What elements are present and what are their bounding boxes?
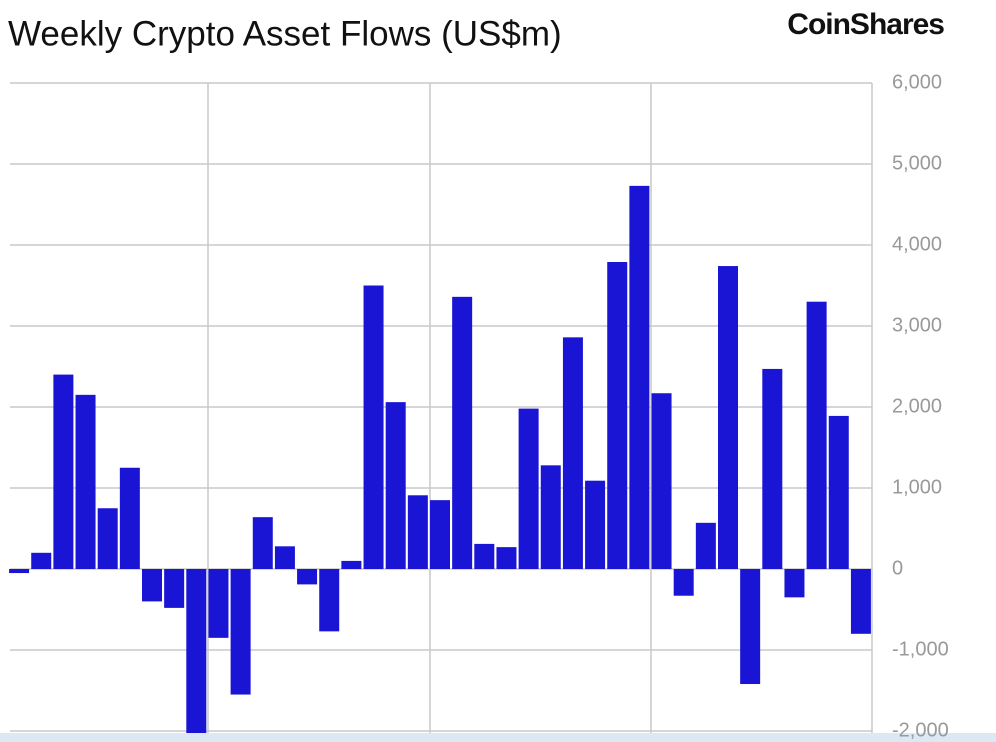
bar — [363, 285, 384, 569]
y-tick-label: 1,000 — [892, 476, 942, 498]
bar — [341, 560, 362, 569]
bar — [540, 465, 561, 569]
bar — [97, 508, 118, 569]
bar — [407, 495, 428, 569]
bar — [562, 337, 583, 569]
chart-title: Weekly Crypto Asset Flows (US$m) — [8, 14, 562, 53]
y-tick-label: 4,000 — [892, 233, 942, 255]
bar — [186, 569, 207, 733]
bar — [496, 547, 517, 569]
bar — [142, 569, 162, 602]
bar — [9, 569, 30, 574]
bar — [274, 546, 295, 569]
bar — [585, 480, 606, 569]
bottom-bar — [0, 733, 996, 742]
y-tick-label: 6,000 — [892, 71, 942, 93]
bar — [252, 517, 273, 569]
bar — [718, 266, 738, 569]
bar — [828, 415, 849, 569]
bar — [695, 522, 716, 569]
logo: CoinShares — [787, 8, 944, 41]
bar — [673, 569, 694, 596]
y-tick-label: 2,000 — [892, 395, 942, 417]
bar — [651, 393, 672, 569]
bar — [164, 569, 185, 608]
bar — [762, 368, 783, 569]
bar — [230, 569, 251, 695]
y-tick-label: 0 — [892, 557, 903, 579]
bar — [806, 301, 827, 569]
bar — [119, 467, 140, 569]
plot — [9, 82, 872, 733]
bar — [53, 374, 74, 569]
bar — [607, 262, 628, 569]
bar — [784, 569, 805, 598]
bar — [75, 394, 96, 569]
bar — [474, 543, 495, 569]
bar — [452, 296, 473, 569]
bar — [297, 569, 318, 585]
bar — [385, 402, 406, 569]
bar — [430, 500, 450, 569]
bar — [850, 569, 871, 634]
y-tick-label: -1,000 — [892, 638, 949, 660]
y-tick-label: -2,000 — [892, 719, 949, 741]
bar — [208, 569, 229, 638]
y-tick-label: 5,000 — [892, 152, 942, 174]
bar — [319, 569, 340, 632]
bar — [518, 408, 539, 569]
bar — [31, 552, 52, 569]
bar — [629, 185, 650, 569]
bar — [740, 569, 761, 685]
y-tick-label: 3,000 — [892, 314, 942, 336]
